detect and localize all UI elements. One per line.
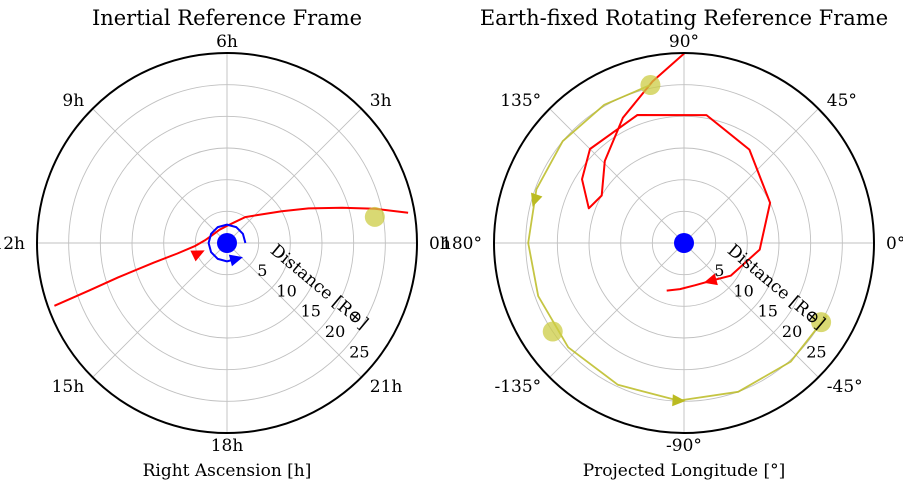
inertial-theta-tick-label: 6h [216, 32, 238, 52]
rotating-frame-ticks: 0°45°90°135°180°-135°-90°-45°510152025Di… [441, 32, 903, 456]
inertial-frame-title: Inertial Reference Frame [92, 6, 362, 30]
rotating-grid-spoke [683, 108, 819, 244]
inertial-trajectory-arrow [190, 250, 205, 262]
inertial-frame-xlabel: Right Ascension [h] [143, 461, 312, 481]
inertial-theta-tick-label: 18h [211, 436, 244, 456]
rotating-theta-tick-label: 135° [500, 91, 541, 111]
rotating-moon-track-arrow [672, 394, 686, 407]
inertial-theta-tick-label: 21h [370, 377, 403, 397]
rotating-r-tick-label: 20 [782, 322, 802, 341]
rotating-theta-tick-label: -90° [666, 436, 702, 456]
rotating-theta-tick-label: 45° [827, 91, 857, 111]
inertial-r-tick-label: 15 [301, 302, 321, 321]
inertial-grid-spoke [226, 242, 362, 378]
rotating-frame-grid [494, 53, 874, 433]
inertial-theta-tick-label: 9h [62, 91, 84, 111]
inertial-r-tick-label: 5 [257, 261, 267, 280]
rotating-moon-track-arrow [531, 192, 543, 207]
rotating-theta-tick-label: -135° [494, 377, 541, 397]
rotating-frame-series [527, 53, 832, 407]
inertial-r-tick-label: 20 [325, 322, 345, 341]
inertial-earth-rotation-arrow [228, 254, 243, 267]
rotating-r-tick-label: 10 [733, 281, 753, 300]
rotating-moon-marker [542, 321, 563, 342]
rotating-moon-marker [811, 312, 832, 333]
rotating-theta-tick-label: 180° [441, 234, 482, 254]
inertial-frame-ticks: 0h3h6h9h12h15h18h21h510152025Distance [R… [0, 32, 451, 456]
rotating-frame [493, 52, 875, 434]
inertial-theta-tick-label: 3h [370, 91, 392, 111]
inertial-r-tick-label: 25 [349, 342, 369, 361]
inertial-theta-tick-label: 12h [0, 234, 25, 254]
rotating-grid-spoke [549, 242, 685, 378]
rotating-frame-title: Earth-fixed Rotating Reference Frame [480, 6, 888, 30]
inertial-frame [36, 52, 418, 434]
rotating-theta-tick-label: 0° [886, 234, 903, 254]
inertial-earth-marker [217, 233, 237, 253]
inertial-grid-spoke [92, 108, 228, 244]
inertial-grid-spoke [92, 242, 228, 378]
inertial-moon-marker [364, 206, 385, 227]
rotating-r-tick-label: 5 [714, 261, 724, 280]
inertial-frame-series [53, 206, 409, 307]
rotating-earth-marker [674, 233, 694, 253]
inertial-r-tick-label: 10 [276, 281, 296, 300]
rotating-r-tick-label: 15 [758, 302, 778, 321]
inertial-earth-rotation-line [207, 223, 247, 263]
rotating-theta-tick-label: 90° [669, 32, 699, 52]
inertial-frame-grid [37, 53, 417, 433]
rotating-theta-tick-label: -45° [827, 377, 863, 397]
inertial-theta-tick-label: 0h [429, 234, 451, 254]
rotating-frame-xlabel: Projected Longitude [°] [583, 461, 786, 481]
rotating-frame-plot: Earth-fixed Rotating Reference Frame Pro… [441, 6, 903, 481]
rotating-moon-marker [640, 75, 661, 96]
inertial-frame-plot: Inertial Reference Frame Right Ascension… [0, 6, 451, 481]
rotating-grid-spoke [549, 108, 685, 244]
rotating-r-tick-label: 25 [806, 342, 826, 361]
inertial-grid-spoke [226, 108, 362, 244]
inertial-trajectory-line [53, 206, 409, 307]
inertial-theta-tick-label: 15h [52, 377, 85, 397]
rotating-trajectory-arrow [703, 273, 718, 286]
